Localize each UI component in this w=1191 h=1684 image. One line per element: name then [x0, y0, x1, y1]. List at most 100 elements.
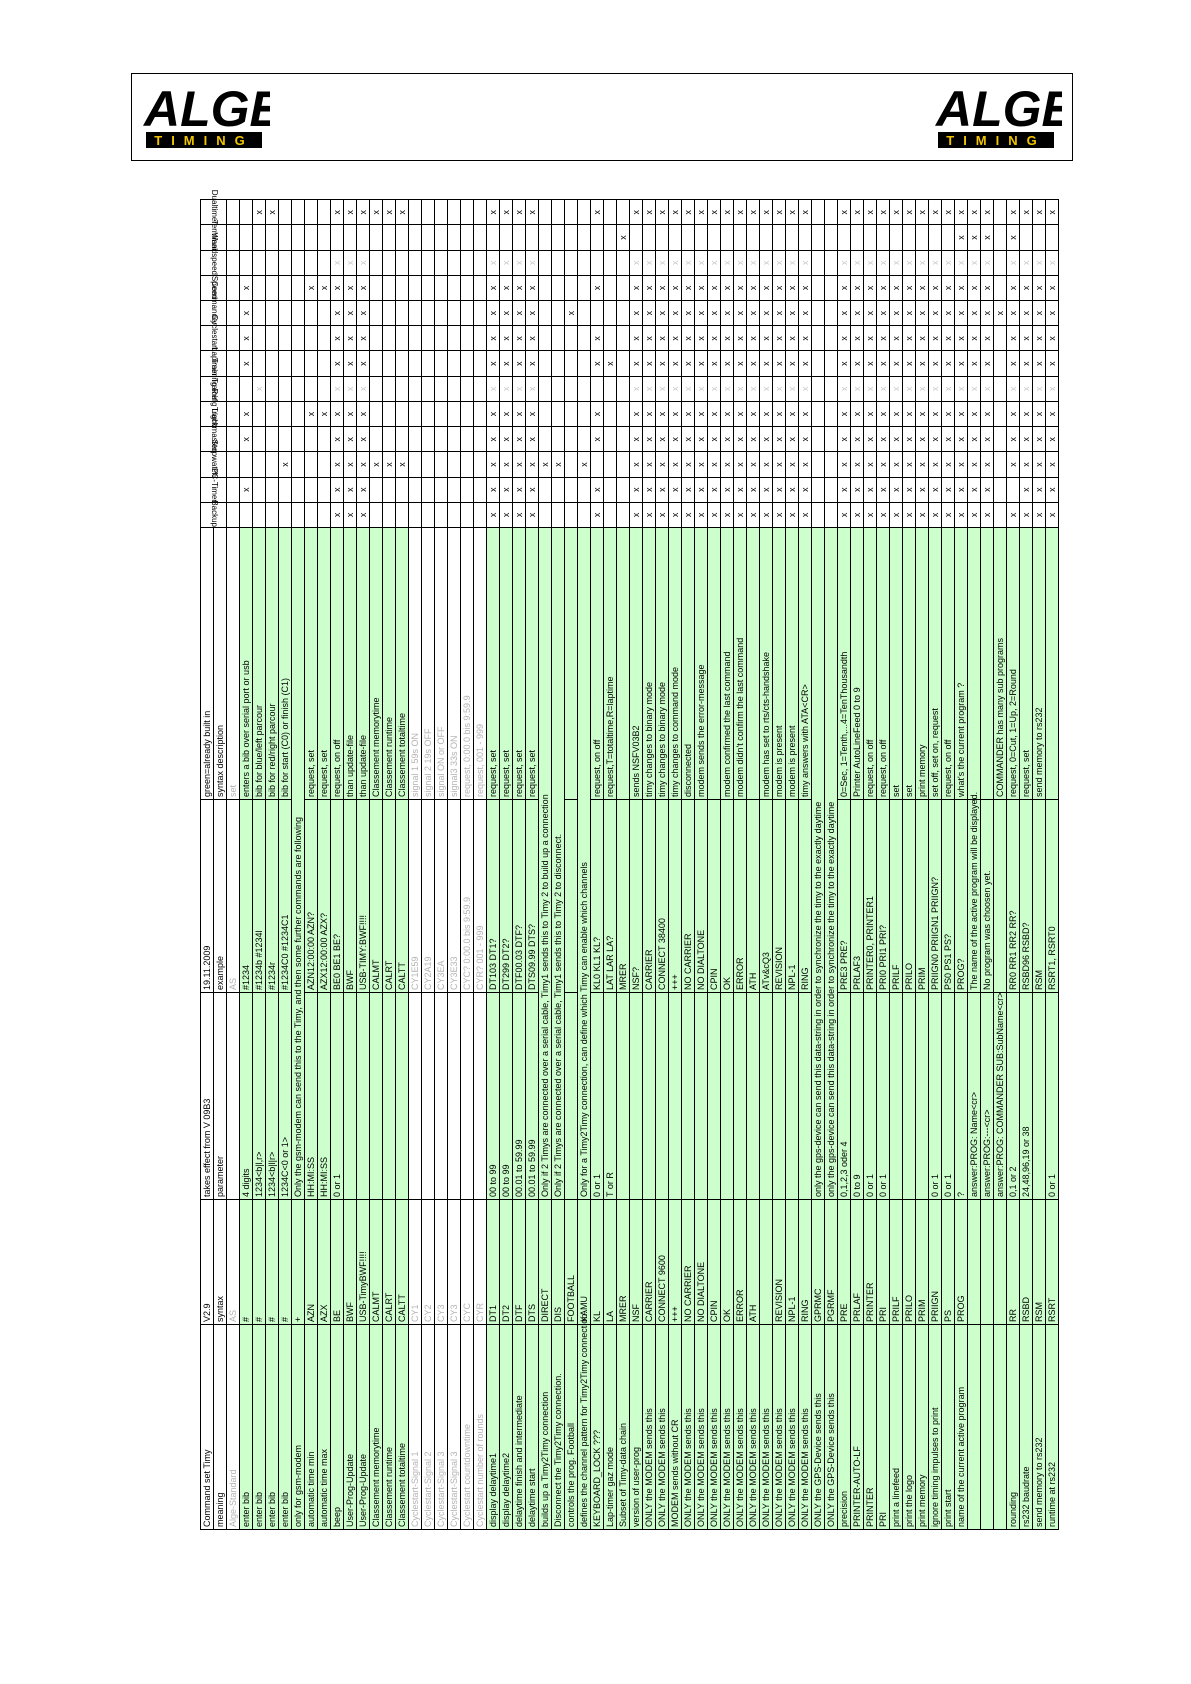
cell: +++	[668, 1199, 682, 1325]
device-mark	[252, 300, 266, 326]
cell: NO DIALTONE	[694, 799, 708, 993]
device-mark: x	[902, 401, 916, 427]
device-mark: x	[863, 502, 877, 528]
cell: 0 or 1	[928, 992, 942, 1200]
device-mark: x	[616, 224, 630, 251]
cell: request, on off	[863, 527, 877, 800]
device-mark: x	[1032, 502, 1046, 528]
cell	[967, 1324, 981, 1530]
logo: ALGE TIMING	[934, 81, 1062, 148]
cell: MRER	[616, 1199, 630, 1325]
cell: RR	[1006, 1199, 1020, 1325]
device-mark: x	[733, 401, 747, 427]
cell: ONLY the MODEM sends this	[707, 1324, 721, 1530]
device-mark: x	[499, 250, 513, 276]
device-mark: x	[863, 401, 877, 427]
device-mark: x	[720, 275, 734, 301]
device-mark	[616, 325, 630, 351]
device-mark: x	[837, 325, 851, 351]
device-mark: x	[707, 199, 721, 225]
cell	[720, 992, 734, 1200]
device-mark	[824, 300, 838, 326]
device-mark: x	[525, 250, 539, 276]
device-mark	[538, 300, 552, 326]
cell: delaytime start	[525, 1324, 539, 1530]
device-mark: x	[746, 376, 760, 402]
table-row: display delaytime2 DT2 00 to 99 DT299 DT2? r…	[499, 199, 513, 1530]
device-mark: x	[629, 477, 643, 503]
device-mark: x	[941, 451, 955, 478]
device-mark	[473, 376, 487, 402]
cell: request,T=totaltime,R=laptime	[603, 527, 617, 800]
device-mark	[421, 350, 435, 377]
device-mark	[291, 350, 305, 377]
device-mark: x	[512, 477, 526, 503]
device-mark: x	[681, 502, 695, 528]
device-mark	[538, 275, 552, 301]
device-mark: x	[902, 300, 916, 326]
cell: RSBD	[1019, 1199, 1033, 1325]
device-header: Stopwatch	[200, 439, 227, 478]
device-mark	[993, 250, 1007, 276]
device-mark: x	[1045, 325, 1059, 351]
device-mark: x	[928, 426, 942, 452]
cell: builds up a Timy2Timy connection	[538, 1324, 552, 1530]
device-mark: x	[681, 376, 695, 402]
device-mark: x	[954, 502, 968, 528]
device-mark: x	[642, 300, 656, 326]
device-mark: x	[928, 401, 942, 427]
device-mark	[382, 401, 396, 427]
device-mark	[265, 401, 279, 427]
device-mark: x	[629, 325, 643, 351]
device-mark: x	[655, 250, 669, 276]
device-mark: x	[668, 477, 682, 503]
cell	[395, 992, 409, 1200]
table-row: User-Prog-Update BWF BWF than update-file x x…	[343, 199, 357, 1530]
cell: NO DIALTONE	[694, 1199, 708, 1325]
device-mark	[447, 325, 461, 351]
device-mark: x	[889, 325, 903, 351]
device-mark: x	[785, 325, 799, 351]
device-mark	[590, 224, 604, 251]
device-mark: x	[707, 477, 721, 503]
device-mark	[421, 325, 435, 351]
device-mark: x	[720, 199, 734, 225]
device-mark	[603, 250, 617, 276]
device-header: Commander	[200, 281, 227, 326]
device-mark: x	[551, 451, 565, 478]
cell: NO CARRIER	[681, 799, 695, 993]
table-row: ONLY the MODEM sends this NO CARRIER NO CA…	[681, 199, 695, 1530]
device-mark: x	[330, 350, 344, 377]
cell: PROG	[954, 1199, 968, 1325]
device-mark: x	[850, 250, 864, 276]
device-mark	[824, 275, 838, 301]
device-mark: x	[889, 401, 903, 427]
cell: KAMU	[577, 1199, 591, 1325]
cell	[980, 1199, 994, 1325]
device-mark	[590, 376, 604, 402]
device-mark	[824, 350, 838, 377]
device-mark: x	[499, 477, 513, 503]
cell: CALTT	[395, 799, 409, 993]
device-mark	[811, 275, 825, 301]
device-mark: x	[629, 250, 643, 276]
device-mark: x	[889, 451, 903, 478]
device-mark: x	[1006, 325, 1020, 351]
device-mark: x	[525, 401, 539, 427]
device-mark: x	[967, 401, 981, 427]
device-mark	[759, 224, 773, 251]
device-mark: x	[694, 477, 708, 503]
device-mark: x	[980, 275, 994, 301]
device-mark: x	[759, 325, 773, 351]
device-mark	[460, 250, 474, 276]
device-mark: x	[798, 502, 812, 528]
cell	[993, 799, 1007, 993]
device-mark	[473, 350, 487, 377]
device-mark	[603, 300, 617, 326]
device-mark	[616, 376, 630, 402]
device-mark	[473, 401, 487, 427]
cell: AZX	[317, 1199, 331, 1325]
cell: request, set	[304, 527, 318, 800]
device-header: PC-Timer	[200, 468, 227, 503]
